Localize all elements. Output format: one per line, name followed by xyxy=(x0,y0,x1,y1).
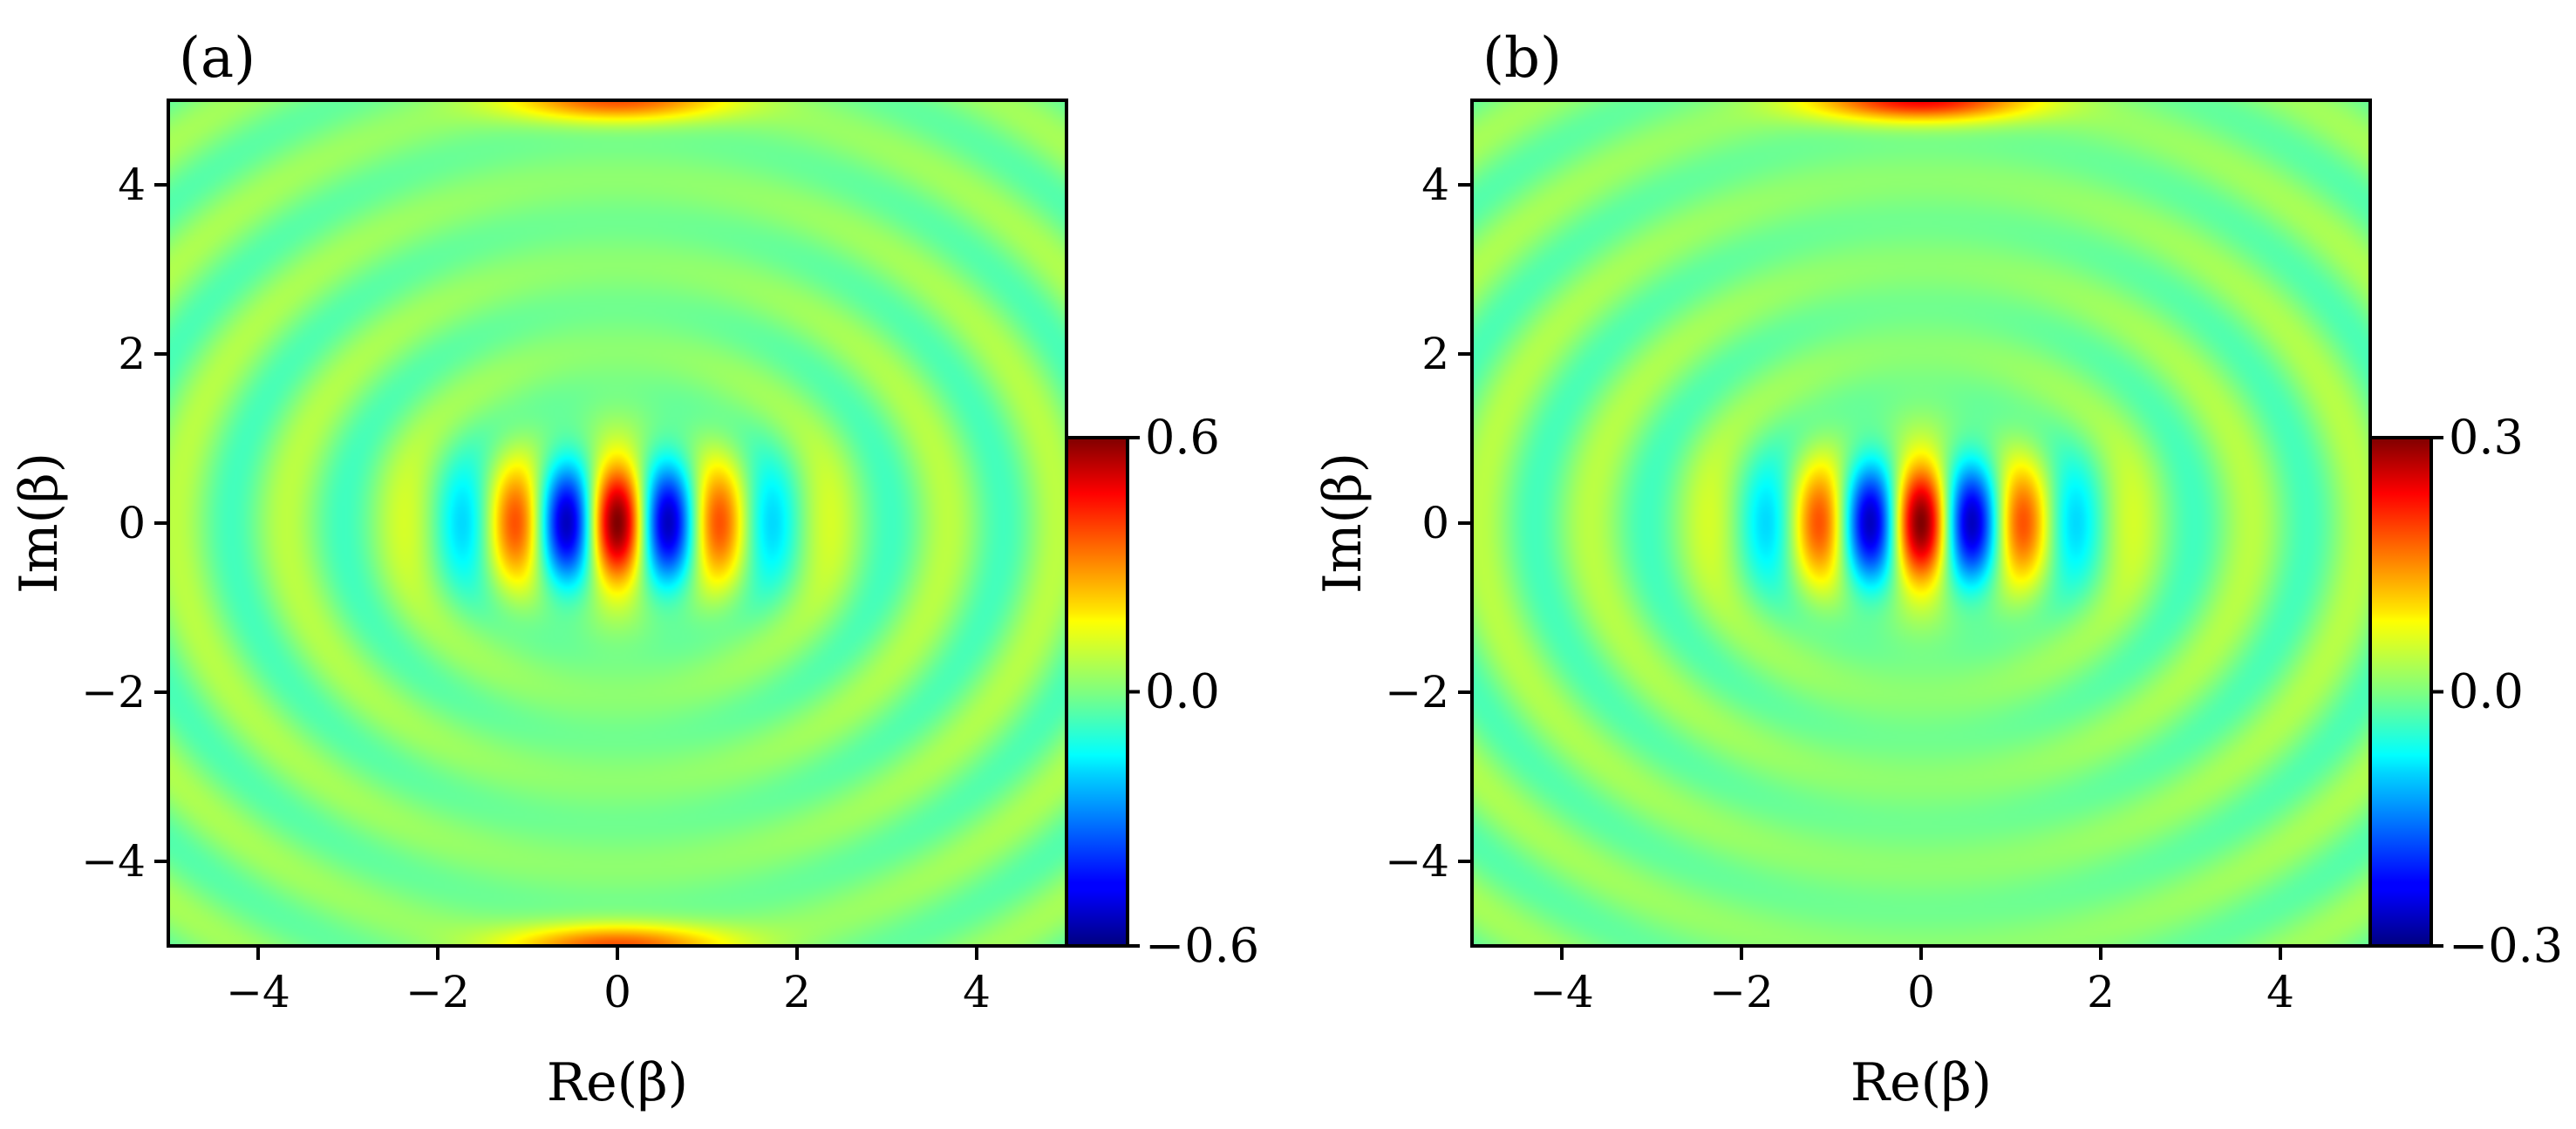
panel-a-xlabel: Re(β) xyxy=(547,1052,688,1113)
panel-b-colorbar xyxy=(2368,436,2433,948)
panel-a-colorbar-tick-label: −0.6 xyxy=(1145,918,1259,973)
panel-b-xtick-label: 0 xyxy=(1907,967,1935,1017)
panel-a-ytick-label: 2 xyxy=(118,329,146,379)
panel-a-xtick-label: 2 xyxy=(783,967,811,1017)
panel-b-colorbar-tick-label: 0.0 xyxy=(2449,664,2524,719)
panel-b-colorbar-tick-label: 0.3 xyxy=(2449,410,2524,465)
panel-b: (b) −4 −2 0 2 4 −4 −2 0 2 4 Re(β) Im(β) 0.3 0.0 −0.… xyxy=(1312,26,2563,1113)
panel-a-ylabel: Im(β) xyxy=(9,452,70,594)
panel-a-xtick-label: 0 xyxy=(603,967,631,1017)
panel-a-xtick-label: 4 xyxy=(963,967,991,1017)
panel-b-ytick-label: 0 xyxy=(1421,498,1449,548)
panel-b-xlabel: Re(β) xyxy=(1850,1052,1992,1113)
panel-b-ytick-label: 2 xyxy=(1421,329,1449,379)
panel-b-colorbar-tick-label: −0.3 xyxy=(2449,918,2563,973)
panel-b-colorbar-ticks: 0.3 0.0 −0.3 xyxy=(2431,410,2563,973)
panel-a-label: (a) xyxy=(179,26,256,91)
panel-b-ytick-label: −4 xyxy=(1385,836,1449,887)
panel-a-colorbar-tick-label: 0.0 xyxy=(1145,664,1220,719)
panel-b-label: (b) xyxy=(1482,26,1562,91)
panel-b-heatmap xyxy=(1472,100,2370,946)
panel-b-ylabel: Im(β) xyxy=(1312,452,1373,594)
panel-b-ticks: −4 −2 0 2 4 −4 −2 0 2 4 xyxy=(1385,160,2294,1017)
panel-b-ytick-label: −2 xyxy=(1385,667,1449,718)
panel-a-heatmap xyxy=(168,100,1067,946)
panel-a-xtick-label: −2 xyxy=(405,967,470,1017)
panel-b-xtick-label: 2 xyxy=(2087,967,2115,1017)
panel-a-ytick-label: 0 xyxy=(118,498,146,548)
panel-a-colorbar xyxy=(1065,436,1129,948)
panel-b-xtick-label: −2 xyxy=(1709,967,1774,1017)
panel-b-ytick-label: 4 xyxy=(1421,160,1449,210)
panel-a: (a) −4 −2 0 2 4 −4 −2 0 2 4 Re(β) Im(β) 0.6 0.0 −0.… xyxy=(9,26,1259,1113)
panel-a-xtick-label: −4 xyxy=(226,967,290,1017)
panel-b-xtick-label: 4 xyxy=(2266,967,2294,1017)
panel-b-xtick-label: −4 xyxy=(1530,967,1594,1017)
panel-a-ytick-label: −2 xyxy=(81,667,146,718)
panel-a-ytick-label: 4 xyxy=(118,160,146,210)
panel-b-heatmap-wrap xyxy=(1472,100,2370,946)
panel-a-ytick-label: −4 xyxy=(81,836,146,887)
panel-a-heatmap-wrap xyxy=(168,100,1067,946)
panel-a-colorbar-tick-label: 0.6 xyxy=(1145,410,1220,465)
panel-a-colorbar-ticks: 0.6 0.0 −0.6 xyxy=(1128,410,1259,973)
panel-a-ticks: −4 −2 0 2 4 −4 −2 0 2 4 xyxy=(81,160,991,1017)
